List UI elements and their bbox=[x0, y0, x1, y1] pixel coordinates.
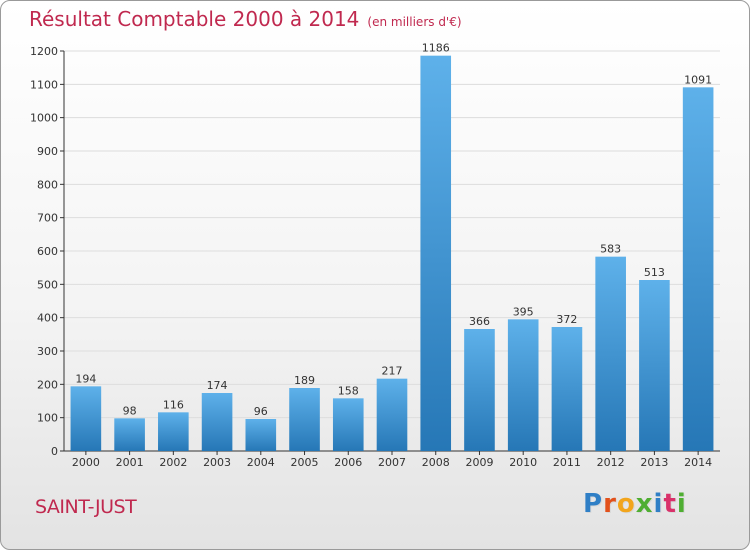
data-label: 1091 bbox=[684, 73, 712, 86]
x-tick-label: 2012 bbox=[597, 456, 625, 469]
data-label: 366 bbox=[469, 315, 490, 328]
bar bbox=[158, 412, 189, 451]
axes: 0 100 200 300 400 500 600 700 800 900 1000 1100 1200… bbox=[30, 45, 720, 469]
y-tick-label: 900 bbox=[37, 145, 58, 158]
bar bbox=[507, 319, 539, 451]
bar bbox=[245, 419, 277, 451]
x-tick-label: 2013 bbox=[640, 456, 668, 469]
data-label: 174 bbox=[207, 379, 228, 392]
data-label: 583 bbox=[600, 243, 621, 256]
bar bbox=[201, 393, 233, 451]
x-tick-label: 2003 bbox=[203, 456, 231, 469]
x-tick-label: 2001 bbox=[116, 456, 144, 469]
y-tick-label: 600 bbox=[37, 245, 58, 258]
bar bbox=[70, 386, 102, 451]
chart-title: Résultat Comptable 2000 à 2014 bbox=[29, 7, 360, 31]
data-label: 96 bbox=[254, 405, 268, 418]
bar bbox=[332, 398, 364, 451]
x-tick-label: 2007 bbox=[378, 456, 406, 469]
x-tick-label: 2002 bbox=[159, 456, 187, 469]
x-tick-label: 2005 bbox=[291, 456, 319, 469]
bar bbox=[289, 388, 320, 451]
data-label: 98 bbox=[123, 404, 137, 417]
data-label: 513 bbox=[644, 266, 665, 279]
bar bbox=[639, 280, 670, 451]
bar bbox=[376, 378, 408, 451]
bar bbox=[682, 87, 714, 451]
bar bbox=[464, 329, 495, 451]
data-label: 217 bbox=[382, 365, 403, 378]
data-label: 194 bbox=[75, 372, 96, 385]
data-label: 116 bbox=[163, 398, 184, 411]
data-label: 395 bbox=[513, 305, 534, 318]
y-tick-label: 1000 bbox=[30, 112, 58, 125]
proxiti-logo: Proxiti bbox=[583, 489, 687, 519]
y-tick-label: 1100 bbox=[30, 78, 58, 91]
y-tick-label: 500 bbox=[37, 278, 58, 291]
bar bbox=[551, 327, 583, 451]
x-tick-label: 2000 bbox=[72, 456, 100, 469]
bars bbox=[70, 55, 714, 452]
x-tick-label: 2010 bbox=[509, 456, 537, 469]
data-label: 372 bbox=[556, 313, 577, 326]
bar bbox=[420, 55, 452, 452]
bar bbox=[114, 418, 145, 451]
x-tick-label: 2014 bbox=[684, 456, 712, 469]
chart-title-block: Résultat Comptable 2000 à 2014 (en millie… bbox=[29, 7, 462, 31]
y-tick-label: 1200 bbox=[30, 45, 58, 58]
bar bbox=[595, 256, 626, 451]
y-tick-label: 400 bbox=[37, 312, 58, 325]
data-label: 158 bbox=[338, 384, 359, 397]
y-tick-label: 0 bbox=[51, 445, 58, 458]
y-tick-label: 200 bbox=[37, 378, 58, 391]
y-tick-label: 300 bbox=[37, 345, 58, 358]
data-label: 189 bbox=[294, 374, 315, 387]
x-tick-label: 2004 bbox=[247, 456, 275, 469]
x-tick-label: 2006 bbox=[334, 456, 362, 469]
y-tick-label: 700 bbox=[37, 212, 58, 225]
x-tick-label: 2008 bbox=[422, 456, 450, 469]
y-tick-label: 800 bbox=[37, 178, 58, 191]
x-tick-label: 2011 bbox=[553, 456, 581, 469]
location-name: SAINT-JUST bbox=[35, 496, 137, 518]
y-tick-label: 100 bbox=[37, 412, 58, 425]
chart-subtitle: (en milliers d'€) bbox=[367, 15, 462, 29]
data-label: 1186 bbox=[422, 42, 450, 55]
x-tick-label: 2009 bbox=[465, 456, 493, 469]
data-labels: 194 98 116 174 96 189 158 217 1186 366 395 372 583 51… bbox=[75, 42, 712, 418]
